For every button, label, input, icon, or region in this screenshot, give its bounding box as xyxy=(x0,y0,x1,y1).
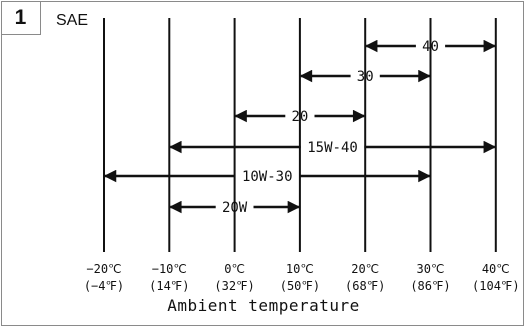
tick-label-fahrenheit: (86℉) xyxy=(410,279,450,293)
figure-number-badge: 1 xyxy=(1,1,41,35)
x-axis-ticks: −20℃ (−4℉) −10℃ (14℉) 0℃ (32℉) 10℃ (50℉) 20℃ (68℉… xyxy=(84,262,520,293)
grade-bar-40: 40 xyxy=(364,39,497,55)
grade-bar-10w-30: 10W-30 xyxy=(103,169,431,185)
grade-label: 20 xyxy=(291,109,308,125)
grade-bar-20: 20 xyxy=(234,109,366,125)
grade-label: 30 xyxy=(357,69,374,85)
grade-label: 10W-30 xyxy=(242,169,293,185)
tick-label-celsius: −20℃ xyxy=(86,262,121,276)
tick-label-celsius: 20℃ xyxy=(351,262,379,276)
grade-bar-15w-40: 15W-40 xyxy=(169,140,497,156)
sae-label: SAE xyxy=(56,12,89,29)
tick-label-celsius: 30℃ xyxy=(417,262,445,276)
tick-label-celsius: −10℃ xyxy=(152,262,187,276)
x-axis-title: Ambient temperature xyxy=(167,296,360,315)
tick-label-fahrenheit: (104℉) xyxy=(472,279,520,293)
grade-bar-30: 30 xyxy=(299,69,431,85)
tick-label-celsius: 10℃ xyxy=(286,262,314,276)
tick-label-fahrenheit: (68℉) xyxy=(345,279,385,293)
tick-label-fahrenheit: (50℉) xyxy=(280,279,320,293)
grade-label: 20W xyxy=(222,200,248,216)
tick-label-celsius: 0℃ xyxy=(224,262,245,276)
tick-label-fahrenheit: (32℉) xyxy=(214,279,254,293)
tick-label-fahrenheit: (−4℉) xyxy=(84,279,124,293)
tick-label-celsius: 40℃ xyxy=(482,262,510,276)
grade-label: 40 xyxy=(422,39,439,55)
tick-label-fahrenheit: (14℉) xyxy=(149,279,189,293)
grade-bar-20w: 20W xyxy=(169,200,301,216)
grade-label: 15W-40 xyxy=(307,140,358,156)
grade-bars: 40 30 20 15W-40 10W-30 20W xyxy=(103,39,497,216)
temperature-gridlines xyxy=(103,18,497,252)
